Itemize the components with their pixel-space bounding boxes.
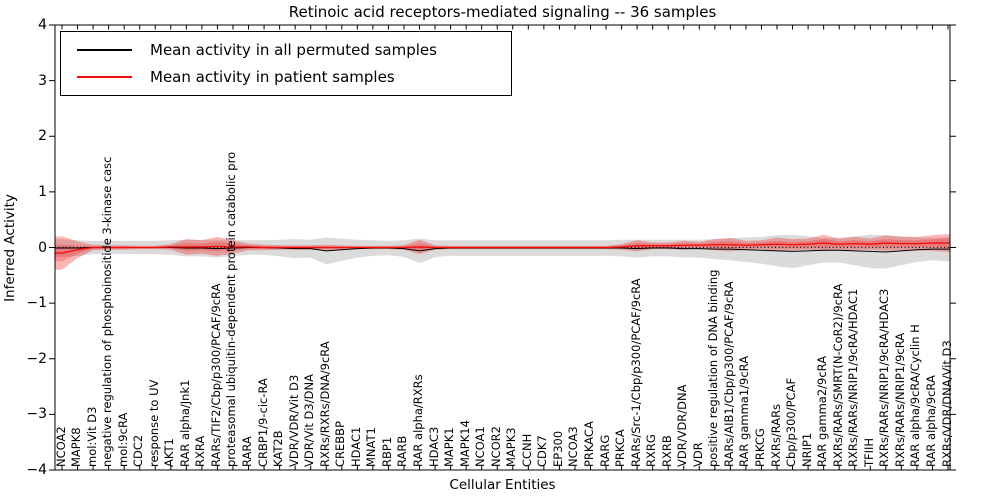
- x-tick-label: VDR/Vit D3/DNA: [302, 374, 317, 467]
- x-tick-label: RXRG: [644, 434, 659, 467]
- y-tick-label: −4: [26, 462, 47, 478]
- x-tick-label: MNAT1: [364, 427, 379, 467]
- x-tick-label: PRKCA: [613, 429, 628, 467]
- permuted-line-swatch-icon: [77, 49, 132, 51]
- x-tick-label: RARs/AIB1/Cbp/p300/PCAF/9cRA: [721, 281, 736, 467]
- y-tick-label: 2: [38, 128, 47, 145]
- x-tick-label: Cbp/p300/PCAF: [784, 377, 799, 467]
- x-tick-label: RXRs/RXRs/DNA/9cRA: [317, 341, 332, 467]
- x-tick-label: PRKCG: [752, 428, 767, 467]
- x-tick-label: NCOA3: [566, 426, 581, 467]
- x-tick-label: KAT2B: [271, 430, 286, 467]
- x-tick-label: RXRB: [659, 435, 674, 467]
- legend-label-patient: Mean activity in patient samples: [150, 68, 395, 86]
- y-tick-label: 4: [38, 17, 47, 33]
- x-tick-label: RXRs/RARs/SMRT(N-CoR2)/9cRA: [830, 283, 845, 467]
- patient-std-band-outer: [55, 234, 950, 270]
- x-tick-label: EP300: [550, 430, 565, 467]
- x-tick-label: MAPK1: [442, 427, 457, 467]
- x-tick-label: PRKACA: [581, 421, 596, 467]
- x-tick-label: RXRs/VDR/DNA/Vit D3: [939, 340, 954, 467]
- x-tick-label: RARs/Src-1/Cbp/p300/PCAF/9cRA: [628, 278, 643, 467]
- x-tick-label: MAPK14: [457, 420, 472, 467]
- x-tick-label: HDAC1: [348, 426, 363, 467]
- x-tick-label: proteasomal ubiquitin-dependent protein …: [224, 151, 239, 467]
- legend-item-permuted: Mean activity in all permuted samples: [61, 41, 511, 59]
- x-tick-label: CRBP1/9-cic-RA: [255, 378, 270, 467]
- legend-item-patient: Mean activity in patient samples: [61, 68, 511, 86]
- x-tick-label: RXRs/RARs/NRIP1/9cRA/HDAC1: [846, 288, 861, 467]
- x-axis-label: Cellular Entities: [449, 477, 556, 493]
- permuted-std-band: [55, 234, 950, 269]
- x-tick-label: RARA: [240, 436, 255, 467]
- x-tick-label: RXRs/RARs: [768, 403, 783, 467]
- axes-spines: [54, 24, 951, 471]
- x-tick-label: RXRA: [193, 435, 208, 467]
- x-tick-label: NCOR2: [488, 426, 503, 467]
- x-tick-label: mol:Vit D3: [84, 406, 99, 467]
- x-tick-label: RARG: [597, 434, 612, 467]
- x-tick-label: MAPK3: [504, 427, 519, 467]
- y-tick-label: −3: [26, 406, 47, 423]
- x-tick-label: CDC2: [131, 434, 146, 467]
- legend-label-permuted: Mean activity in all permuted samples: [150, 41, 437, 59]
- x-tick-label: RAR alpha/RXRs: [411, 374, 425, 467]
- x-tick-label: RAR gamma2/9cRA: [815, 355, 830, 467]
- patient-mean-line: [55, 242, 950, 254]
- x-tick-label: NCOA2: [53, 426, 68, 467]
- x-tick-label: TFIIH: [861, 437, 876, 467]
- y-tick-label: 0: [38, 239, 47, 256]
- x-tick-label: negative regulation of phosphoinositide …: [100, 156, 115, 468]
- x-tick-label: CCNH: [519, 433, 534, 467]
- patient-line-swatch-icon: [77, 76, 132, 78]
- x-tick-label: mol:9cRA: [115, 412, 130, 467]
- x-tick-label: CDK7: [535, 435, 550, 467]
- x-tick-label: NRIP1: [799, 432, 814, 467]
- x-tick-label: MAPK8: [69, 427, 84, 467]
- x-tick-label: response to UV: [146, 379, 161, 467]
- x-tick-label: RAR alpha/9cRA/Cyclin H: [908, 324, 923, 467]
- x-tick-label: AKT1: [162, 438, 177, 467]
- x-tick-label: RARB: [395, 435, 410, 467]
- x-tick-label: RXRs/RARs/NRIP1/9cRA/HDAC3: [877, 288, 892, 467]
- x-tick-label: VDR/VDR/Vit D3: [286, 374, 301, 467]
- x-tick-label: RBP1: [379, 436, 394, 467]
- x-tick-label: RAR alpha/9cRA: [923, 375, 938, 467]
- x-tick-label: positive regulation of DNA binding: [706, 269, 721, 467]
- x-tick-label: RAR alpha/Jnk1: [177, 379, 192, 467]
- x-tick-label: RARs/TIF2/Cbp/p300/PCAF/9cRA: [208, 283, 223, 467]
- y-tick-label: 1: [38, 183, 47, 200]
- x-tick-label: CREBBP: [333, 421, 348, 467]
- legend: Mean activity in all permuted samples Me…: [60, 31, 512, 96]
- x-tick-label: RAR gamma1/9cRA: [737, 355, 752, 467]
- y-tick-label: 3: [38, 72, 47, 89]
- chart-title: Retinoic acid receptors-mediated signali…: [288, 3, 717, 21]
- x-tick-label: RXRs/RARs/NRIP1/9cRA: [892, 332, 907, 467]
- y-tick-label: −1: [26, 295, 47, 312]
- x-tick-label: HDAC3: [426, 426, 441, 467]
- x-tick-label: NCOA1: [473, 426, 488, 467]
- x-tick-label: VDR/VDR/DNA: [675, 384, 690, 468]
- x-tick-label: VDR: [690, 442, 705, 467]
- y-tick-label: −2: [26, 350, 47, 367]
